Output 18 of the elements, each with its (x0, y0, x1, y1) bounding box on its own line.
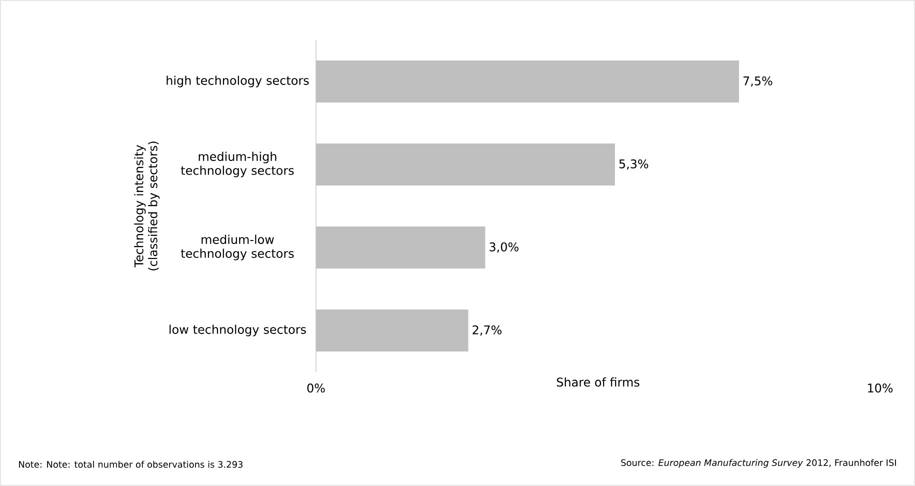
data-label: 3,0% (490, 242, 518, 253)
x-tick-label: 10% (868, 384, 893, 393)
text: Note: Note: total number of observations is 3.293 (19, 460, 243, 468)
data-label: 5,3% (619, 159, 648, 170)
y-tick-label: medium-low technology sectors (180, 234, 294, 260)
bar (316, 226, 486, 268)
bar (316, 60, 740, 102)
bar (316, 309, 468, 352)
source-note: Source: European Manufacturing Survey 2012, Fraunhofer ISI (621, 459, 896, 468)
y-axis-title: Technology intensity (classified by sectors) (134, 142, 160, 270)
y-tick-label: high technology sectors (166, 76, 309, 88)
y-tick-label: medium-high technology sectors (180, 152, 294, 178)
y-tick-label: low technology sectors (170, 324, 306, 336)
data-label: 2,7% (472, 325, 502, 336)
x-axis-title: Share of firms (556, 377, 640, 387)
data-label: 7,5% (744, 76, 772, 87)
x-tick-label: 0% (307, 384, 325, 393)
bar (316, 143, 615, 186)
